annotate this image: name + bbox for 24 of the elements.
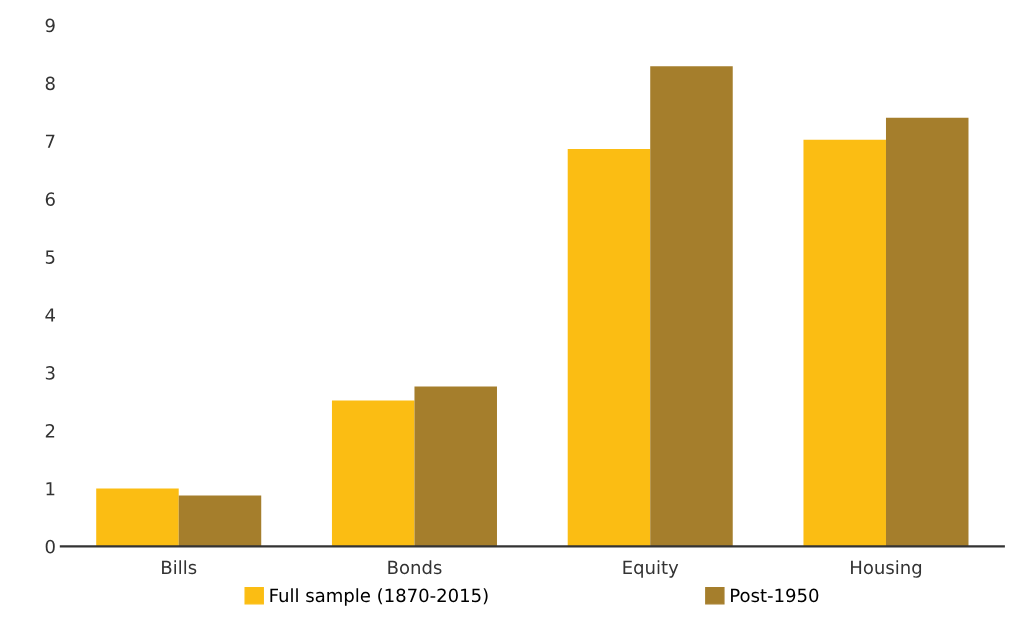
y-tick-label: 1 (46, 482, 55, 496)
bar (885, 117, 969, 547)
bar (331, 400, 415, 547)
bar (567, 149, 651, 547)
y-tick-label: 0 (45, 539, 55, 554)
x-tick-label: Housing (851, 560, 922, 578)
y-tick-label: 6 (45, 192, 55, 206)
bar (414, 386, 497, 547)
y-tick-label: 4 (45, 308, 55, 322)
bar (96, 488, 179, 547)
x-tick-label: Bonds (388, 560, 442, 575)
x-tick-label: Bills (162, 560, 197, 575)
y-tick-label: 3 (45, 366, 55, 380)
y-tick-label: 9 (45, 18, 55, 33)
y-tick-label: 5 (45, 250, 55, 264)
legend-label: Post-1950 (731, 588, 819, 603)
bar (803, 139, 886, 547)
x-tick-label: Equity (623, 560, 679, 578)
bar (178, 495, 262, 547)
y-tick-label: 7 (45, 134, 55, 148)
y-tick-label: 2 (45, 423, 55, 438)
legend-label: Full sample (1870-2015) (270, 588, 488, 606)
bar (650, 66, 733, 547)
y-tick-label: 8 (45, 76, 55, 91)
